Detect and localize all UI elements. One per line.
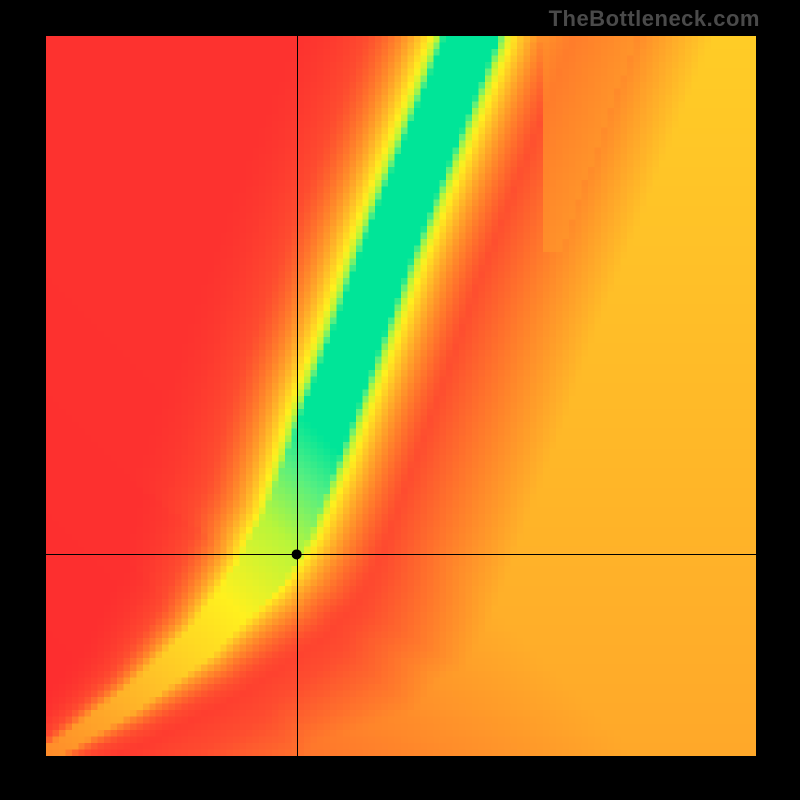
overlay-canvas	[46, 36, 756, 756]
chart-container: TheBottleneck.com	[0, 0, 800, 800]
watermark-label: TheBottleneck.com	[549, 6, 760, 32]
